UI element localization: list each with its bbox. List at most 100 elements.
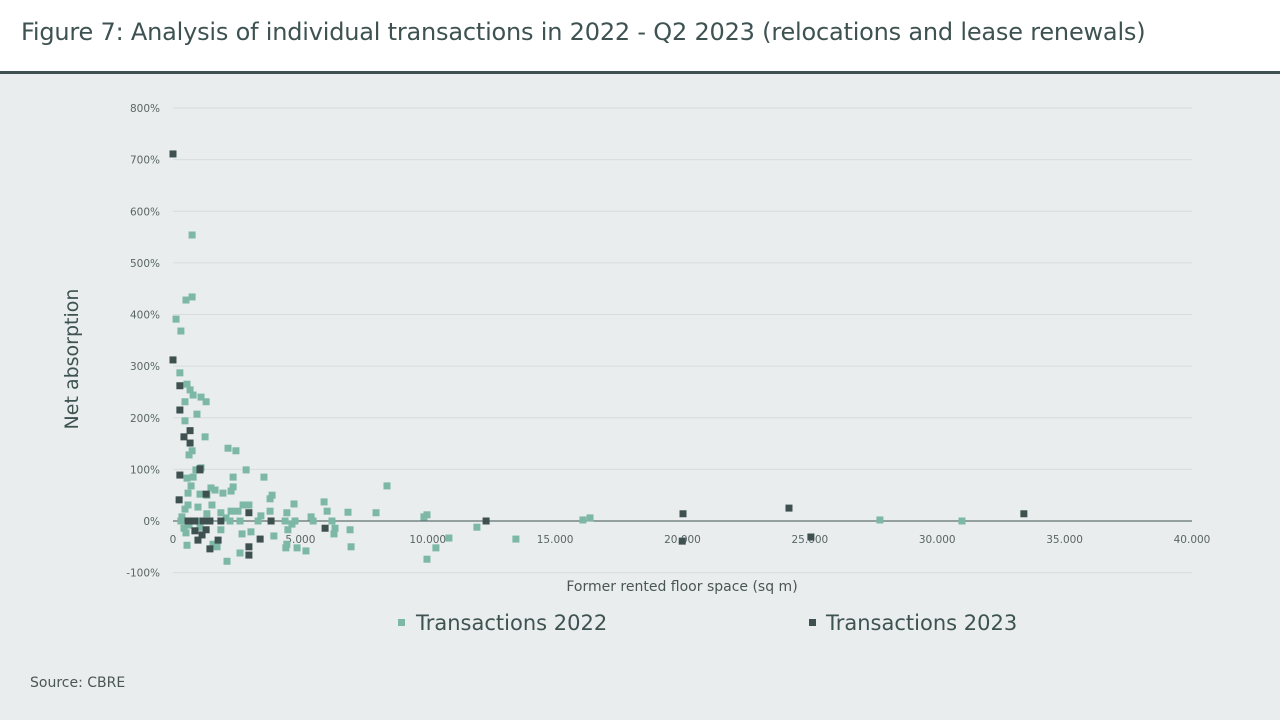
- data-point-2022: [196, 523, 204, 531]
- x-axis-label: Former rented floor space (sq m): [566, 579, 797, 595]
- data-point-2022: [283, 509, 291, 517]
- data-point-2022: [189, 473, 197, 481]
- data-point-2022: [473, 523, 481, 531]
- data-point-2023: [245, 509, 253, 517]
- data-point-2022: [383, 482, 391, 490]
- scatter-chart: -100%0%100%200%300%400%500%600%700%800% …: [61, 103, 1211, 635]
- y-tick-label: 700%: [130, 155, 160, 167]
- data-point-2022: [257, 512, 265, 520]
- data-point-2023: [245, 551, 253, 559]
- data-point-2022: [227, 487, 235, 495]
- data-point-2022: [211, 486, 219, 494]
- data-point-2022: [172, 315, 180, 323]
- data-point-2022: [229, 473, 237, 481]
- data-point-2022: [181, 417, 189, 425]
- legend-marker-2023: [809, 619, 816, 626]
- data-point-2022: [219, 489, 227, 497]
- data-point-2022: [282, 544, 290, 552]
- data-point-2022: [420, 513, 428, 521]
- data-point-2023: [267, 517, 275, 525]
- data-point-2022: [288, 520, 296, 528]
- data-point-2022: [372, 509, 380, 517]
- data-point-2022: [283, 540, 291, 548]
- data-point-2022: [512, 535, 520, 543]
- data-point-2022: [197, 393, 205, 401]
- data-point-2022: [186, 386, 194, 394]
- data-point-2022: [177, 327, 185, 335]
- data-point-2022: [201, 433, 209, 441]
- data-point-2022: [234, 507, 242, 515]
- y-tick-label: 600%: [130, 206, 160, 218]
- data-point-2022: [181, 398, 189, 406]
- data-point-2022: [586, 514, 594, 522]
- x-tick-label: 0: [170, 534, 177, 546]
- data-point-2022: [207, 484, 215, 492]
- header: Figure 7: Analysis of individual transac…: [0, 0, 1280, 74]
- data-point-2023: [199, 517, 207, 525]
- data-point-2022: [302, 547, 310, 555]
- data-point-2022: [281, 517, 289, 525]
- data-point-2022: [876, 516, 884, 524]
- data-point-2022: [224, 444, 232, 452]
- data-point-2023: [194, 536, 202, 544]
- data-point-2022: [284, 526, 292, 534]
- y-tick-label: 500%: [130, 258, 160, 270]
- data-point-2022: [227, 507, 235, 515]
- legend: Transactions 2022 Transactions 2023: [398, 611, 1017, 635]
- data-point-2022: [232, 447, 240, 455]
- data-point-2023: [679, 510, 687, 518]
- data-point-2022: [187, 482, 195, 490]
- data-point-2022: [331, 524, 339, 532]
- y-tick-label: -100%: [126, 568, 160, 580]
- data-point-2022: [323, 507, 331, 515]
- x-tick-label: 5.000: [285, 534, 315, 546]
- data-point-2022: [245, 501, 253, 509]
- y-tick-label: 800%: [130, 103, 160, 115]
- data-point-2023: [176, 406, 184, 414]
- data-point-2023: [175, 496, 183, 504]
- data-point-2022: [217, 509, 225, 517]
- data-point-2022: [344, 508, 352, 516]
- data-point-2022: [239, 501, 247, 509]
- data-point-2022: [579, 516, 587, 524]
- data-point-2023: [196, 466, 204, 474]
- data-point-2022: [209, 540, 217, 548]
- data-point-2023: [214, 536, 222, 544]
- data-point-2022: [193, 410, 201, 418]
- data-point-2022: [184, 489, 192, 497]
- data-point-2023: [186, 427, 194, 435]
- data-point-2023: [202, 490, 210, 498]
- data-point-2022: [180, 524, 188, 532]
- data-point-2022: [195, 517, 203, 525]
- data-point-2022: [188, 447, 196, 455]
- y-axis-label: Net absorption: [61, 289, 83, 430]
- data-point-2023: [807, 533, 815, 541]
- data-point-2022: [266, 495, 274, 503]
- data-point-2022: [217, 526, 225, 534]
- data-point-2023: [186, 439, 194, 447]
- data-point-2022: [183, 474, 191, 482]
- data-point-2022: [236, 549, 244, 557]
- x-tick-label: 30.000: [919, 534, 956, 546]
- data-point-2022: [254, 517, 262, 525]
- x-axis-ticks: 05.00010.00015.00020.00025.00030.00035.0…: [170, 534, 1211, 546]
- y-tick-label: 300%: [130, 361, 160, 373]
- data-point-2023: [206, 517, 214, 525]
- data-point-2022: [203, 510, 211, 518]
- data-point-2022: [182, 296, 190, 304]
- data-point-2022: [178, 513, 186, 521]
- data-point-2022: [268, 491, 276, 499]
- data-point-2022: [320, 498, 328, 506]
- data-point-2022: [293, 544, 301, 552]
- data-point-2022: [202, 398, 210, 406]
- data-point-2023: [180, 433, 188, 441]
- source-note: Source: CBRE: [30, 675, 126, 691]
- data-point-2022: [213, 543, 221, 551]
- data-point-2023: [482, 517, 490, 525]
- data-points: [169, 150, 1028, 565]
- data-point-2022: [347, 543, 355, 551]
- data-point-2022: [177, 517, 185, 525]
- data-point-2022: [185, 451, 193, 459]
- y-tick-label: 0%: [143, 516, 160, 528]
- data-point-2023: [1020, 510, 1028, 518]
